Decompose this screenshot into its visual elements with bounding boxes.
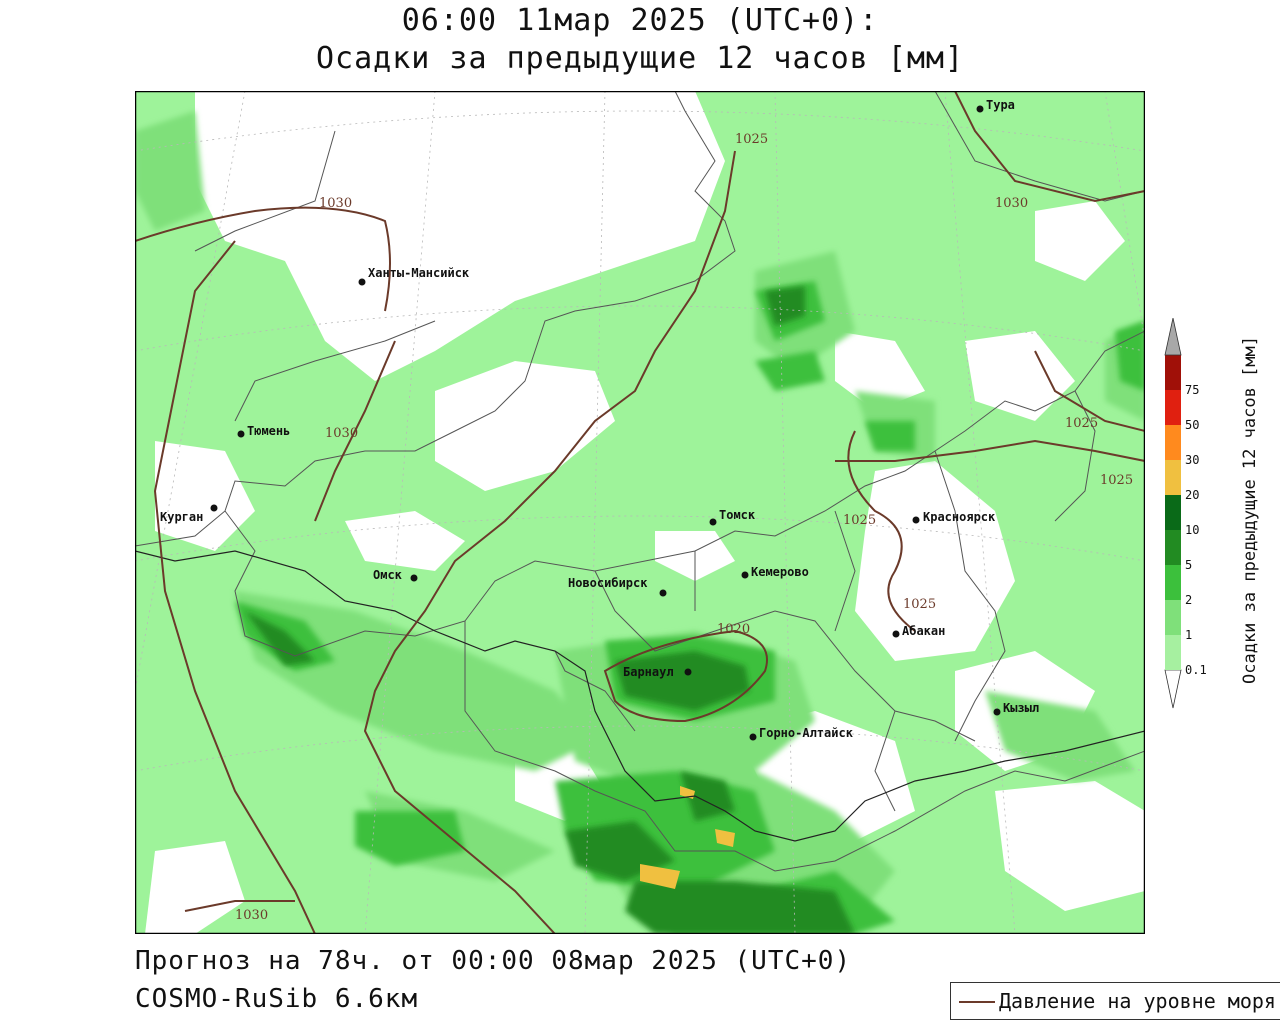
country-border: [135, 550, 1145, 842]
city-label: Горно-Алтайск: [759, 726, 854, 740]
colorbar-tick-label: 2: [1185, 593, 1192, 607]
pressure-legend-label: Давление на уровне моря: [999, 989, 1276, 1013]
precip-10mm-areas: [640, 786, 735, 889]
forecast-info: Прогноз на 78ч. от 00:00 08мар 2025 (UTC…: [135, 946, 852, 976]
colorbar-tick-label: 30: [1185, 453, 1199, 467]
city-dot: [410, 574, 418, 582]
city-dot: [237, 430, 245, 438]
colorbar-cell: [1165, 530, 1181, 565]
city-label: Омск: [373, 568, 403, 582]
city-label: Красноярск: [923, 510, 996, 524]
isobar-label: 1030: [235, 908, 268, 923]
region-borders: [135, 91, 1145, 872]
city-label: Абакан: [902, 624, 945, 638]
colorbar-tick-label: 5: [1185, 558, 1192, 572]
city-dot: [976, 105, 984, 113]
isobar-label: 1025: [735, 132, 768, 147]
colorbar-cell: [1165, 390, 1181, 425]
colorbar-tick-label: 75: [1185, 383, 1199, 397]
isobar-label: 1025: [1065, 416, 1098, 431]
colorbar-tick-label: 0.1: [1185, 663, 1207, 677]
isobar-legend-line: [959, 1001, 995, 1003]
graticule: [135, 91, 1145, 934]
city-label: Тура: [986, 98, 1015, 112]
colorbar-tick-label: 1: [1185, 628, 1192, 642]
city-label: Ханты-Мансийск: [368, 266, 470, 280]
city-dot: [659, 589, 667, 597]
isobar-label: 1025: [1100, 473, 1133, 488]
colorbar-cell: [1165, 425, 1181, 460]
city-dot: [749, 733, 757, 741]
colorbar-cell: [1165, 495, 1181, 530]
isobar-label: 1025: [843, 513, 876, 528]
city-dot: [709, 518, 717, 526]
colorbar-cell: [1165, 460, 1181, 495]
isobar-label: 1030: [319, 196, 352, 211]
colorbar: 0.1 1 2 5 10 20 30 50 75: [1164, 318, 1207, 709]
city-label: Кемерово: [751, 565, 809, 579]
colorbar-cell: [1165, 635, 1181, 670]
city-markers: Тура Ханты-Мансийск Тюмень Курган Омск Т…: [160, 98, 1039, 741]
map-subtitle: Осадки за предыдущие 12 часов [мм]: [315, 41, 965, 76]
city-label: Барнаул: [623, 665, 674, 679]
isobar-label: 1020: [717, 622, 750, 637]
precipitation-map: 1030 1030 1030 1025 1025 1025 1025 1025 …: [135, 91, 1145, 934]
city-dot: [912, 516, 920, 524]
colorbar-over-triangle: [1164, 318, 1182, 356]
model-name: COSMO-RuSib 6.6км: [135, 984, 419, 1014]
map-frame: [135, 91, 1145, 934]
map-title: 06:00 11мар 2025 (UTC+0):: [401, 3, 879, 38]
colorbar-cell: [1165, 355, 1181, 390]
isobar-label: 1030: [325, 426, 358, 441]
colorbar-title: Осадки за предыдущие 12 часов [мм]: [1240, 336, 1260, 684]
isobar-label: 1025: [903, 597, 936, 612]
city-dot: [684, 668, 692, 676]
city-dot: [741, 571, 749, 579]
city-label: Томск: [719, 508, 756, 522]
isobars: [135, 91, 1145, 934]
colorbar-tick-label: 20: [1185, 488, 1199, 502]
city-dot: [210, 504, 218, 512]
colorbar-tick-label: 50: [1185, 418, 1199, 432]
city-label: Кызыл: [1003, 701, 1039, 715]
no-precip-areas: [145, 91, 1145, 934]
isobar-labels: 1030 1030 1030 1025 1025 1025 1025 1025 …: [235, 132, 1133, 923]
city-dot: [993, 708, 1001, 716]
colorbar-cell: [1165, 565, 1181, 600]
city-dot: [892, 630, 900, 638]
colorbar-cell: [1165, 600, 1181, 635]
isobar-label: 1030: [995, 196, 1028, 211]
city-label: Новосибирск: [568, 576, 648, 590]
city-dot: [358, 278, 366, 286]
colorbar-under-triangle: [1164, 669, 1182, 709]
colorbar-tick-label: 10: [1185, 523, 1199, 537]
pressure-legend: Давление на уровне моря: [950, 982, 1280, 1020]
city-label: Тюмень: [247, 424, 290, 438]
city-label: Курган: [160, 510, 203, 524]
